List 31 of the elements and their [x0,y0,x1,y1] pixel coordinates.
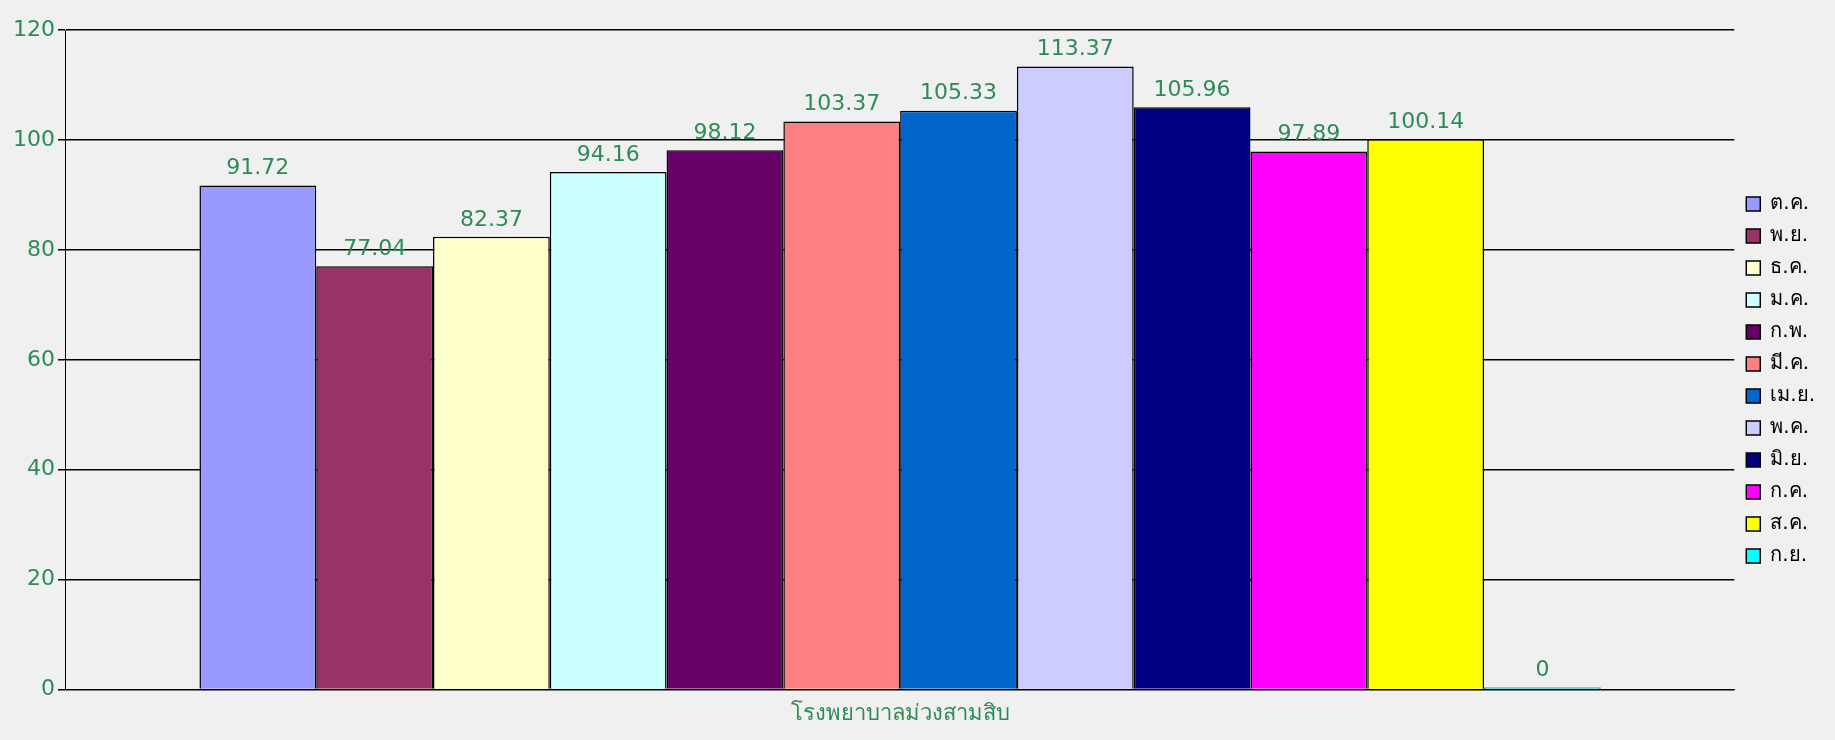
legend-label: มิ.ย. [1770,446,1808,471]
legend-label: ม.ค. [1770,286,1809,311]
data-label: 113.37 [1036,35,1114,61]
legend-label: มี.ค. [1770,350,1809,375]
y-tick-label: 40 [26,455,55,481]
data-label: 0 [1535,656,1550,682]
legend-label: ธ.ค. [1770,254,1808,279]
data-label: 100.14 [1387,107,1465,133]
data-label: 97.89 [1277,120,1341,146]
y-tick-label: 60 [26,345,55,371]
legend-label: พ.ย. [1770,222,1808,247]
data-label: 103.37 [803,90,881,116]
x-tick-label: โรงพยาบาลม่วงสามสิบ [790,699,1010,725]
data-label: 82.37 [459,205,523,231]
data-label: 98.12 [693,118,757,144]
legend-label: ส.ค. [1770,510,1808,535]
legend-label: เม.ย. [1770,382,1815,407]
legend-label: ก.พ. [1770,318,1808,343]
y-tick-label: 80 [26,235,55,261]
data-label: 105.33 [920,79,998,105]
legend-label: ต.ค. [1770,190,1809,215]
y-tick-label: 0 [40,675,55,701]
y-tick-label: 20 [26,565,55,591]
legend-label: ก.ค. [1770,478,1808,503]
data-label: 105.96 [1153,75,1231,101]
legend-label: พ.ค. [1770,414,1809,439]
data-label: 94.16 [576,140,640,166]
legend-label: ก.ย. [1770,542,1807,567]
data-label: 91.72 [226,154,290,180]
y-tick-label: 100 [12,125,55,151]
y-tick-label: 120 [12,15,55,41]
